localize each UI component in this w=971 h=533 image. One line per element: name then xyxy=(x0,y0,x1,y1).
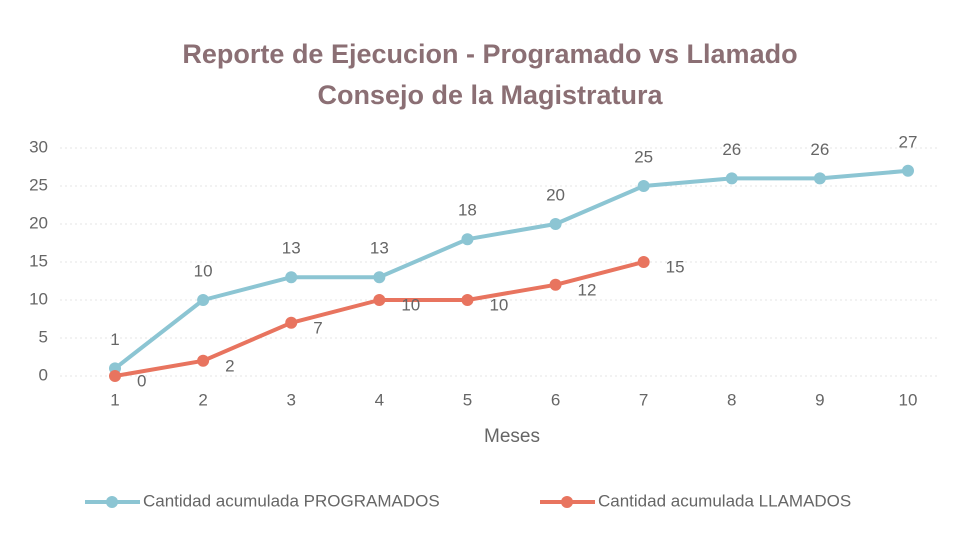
data-point xyxy=(549,278,562,291)
y-tick-label: 15 xyxy=(29,251,48,270)
x-tick-label: 10 xyxy=(899,390,918,409)
x-tick-label: 3 xyxy=(286,390,295,409)
legend-label: Cantidad acumulada LLAMADOS xyxy=(598,491,851,510)
data-label: 0 xyxy=(137,371,146,390)
data-point xyxy=(549,218,562,230)
data-label: 10 xyxy=(401,295,420,314)
data-label: 15 xyxy=(666,257,685,276)
data-point xyxy=(461,233,474,246)
data-label: 27 xyxy=(899,132,918,151)
x-tick-label: 1 xyxy=(110,390,119,409)
data-point xyxy=(373,294,386,306)
data-point xyxy=(373,271,386,284)
data-label: 18 xyxy=(458,201,477,220)
data-label: 25 xyxy=(634,147,653,166)
data-point xyxy=(285,271,298,284)
data-point xyxy=(197,354,210,367)
data-point xyxy=(813,172,826,185)
data-label: 1 xyxy=(110,330,119,349)
y-tick-label: 10 xyxy=(29,289,48,308)
data-label: 26 xyxy=(810,140,829,159)
data-point xyxy=(285,316,298,329)
data-point xyxy=(461,294,474,306)
legend-label: Cantidad acumulada PROGRAMADOS xyxy=(143,491,440,510)
data-label: 2 xyxy=(225,356,234,375)
data-label: 13 xyxy=(282,239,301,258)
data-label: 12 xyxy=(578,280,597,299)
x-tick-label: 5 xyxy=(463,390,472,409)
data-label: 10 xyxy=(489,295,508,314)
data-label: 26 xyxy=(722,140,741,159)
data-label: 20 xyxy=(546,185,565,204)
legend-marker xyxy=(561,496,573,508)
data-point xyxy=(637,180,650,192)
data-point xyxy=(725,172,738,185)
x-tick-label: 7 xyxy=(639,390,648,409)
data-point xyxy=(109,370,121,382)
chart-title: Reporte de Ejecucion - Programado vs Lla… xyxy=(182,39,797,69)
data-point xyxy=(637,256,650,268)
x-tick-label: 4 xyxy=(375,390,384,409)
y-tick-label: 0 xyxy=(39,365,48,384)
data-label: 10 xyxy=(194,261,213,280)
x-tick-label: 2 xyxy=(198,390,207,409)
x-axis-label: Meses xyxy=(484,426,540,447)
y-tick-label: 5 xyxy=(39,327,48,346)
data-point xyxy=(197,294,210,306)
series-line xyxy=(113,168,909,370)
y-tick-label: 30 xyxy=(29,137,48,156)
data-point xyxy=(902,164,914,177)
y-tick-label: 20 xyxy=(29,213,48,232)
x-tick-label: 9 xyxy=(815,390,824,409)
y-tick-label: 25 xyxy=(29,175,48,194)
data-label: 13 xyxy=(370,239,389,258)
data-label: 7 xyxy=(313,318,322,337)
chart-subtitle: Consejo de la Magistratura xyxy=(317,80,663,110)
legend-marker xyxy=(106,496,118,508)
x-tick-label: 6 xyxy=(551,390,560,409)
x-tick-label: 8 xyxy=(727,390,736,409)
